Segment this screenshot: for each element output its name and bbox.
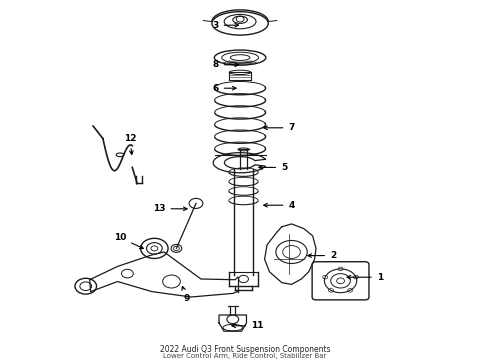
Text: Lower Control Arm, Ride Control, Stabilizer Bar: Lower Control Arm, Ride Control, Stabili… [163,354,327,359]
Text: 2: 2 [308,251,336,260]
Text: 13: 13 [153,204,187,213]
Text: 8: 8 [213,60,239,69]
Text: 11: 11 [232,321,264,330]
Text: 6: 6 [213,84,236,93]
Text: 2022 Audi Q3 Front Suspension Components: 2022 Audi Q3 Front Suspension Components [160,346,330,354]
Text: 3: 3 [213,21,239,30]
Text: 10: 10 [114,233,144,249]
Text: 7: 7 [264,123,295,132]
Text: 4: 4 [264,201,295,210]
Text: 5: 5 [259,163,287,172]
Text: 12: 12 [123,134,136,154]
Text: 9: 9 [182,287,190,303]
Text: 1: 1 [347,273,383,282]
